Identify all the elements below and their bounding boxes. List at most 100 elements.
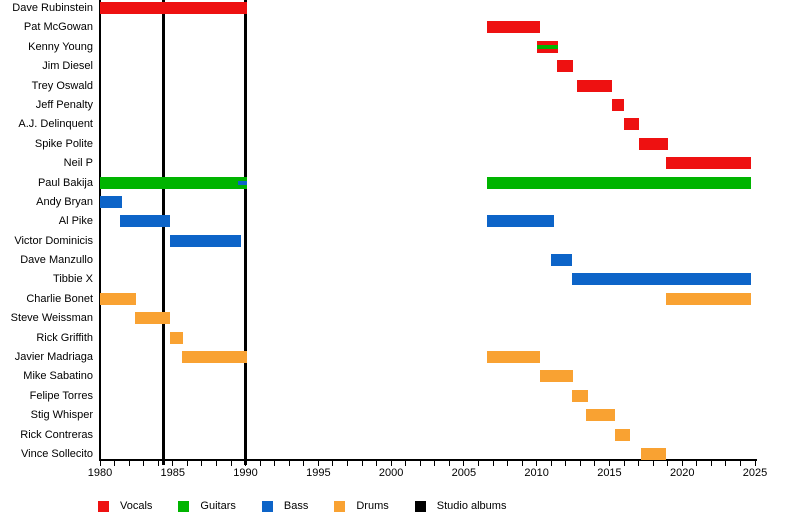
axis-tick	[608, 461, 610, 466]
timeline-bar	[539, 370, 574, 383]
timeline-bar	[571, 273, 751, 286]
axis-tick-label: 1990	[233, 467, 258, 479]
axis-tick	[536, 461, 538, 466]
member-label: Felipe Torres	[29, 389, 93, 402]
axis-tick	[507, 461, 509, 466]
studio-album-line	[161, 0, 165, 465]
legend-label: Guitars	[200, 500, 236, 512]
member-label: A.J. Delinquent	[18, 118, 93, 131]
member-label: Victor Dominicis	[14, 234, 93, 247]
axis-tick	[317, 461, 319, 466]
legend-swatch-bass	[261, 500, 273, 512]
axis-tick	[143, 461, 145, 466]
axis-tick	[623, 461, 625, 466]
axis-tick-label: 2000	[378, 467, 404, 479]
axis-tick	[361, 461, 363, 466]
timeline-bar	[134, 312, 170, 325]
axis-tick	[288, 461, 290, 466]
legend-label: Vocals	[120, 500, 153, 512]
timeline-bar	[557, 60, 574, 73]
axis-tick	[434, 461, 436, 466]
timeline-bar	[666, 157, 751, 170]
legend-swatch-studio-albums	[414, 500, 426, 512]
legend-swatch-drums	[334, 500, 346, 512]
studio-album-line	[244, 0, 248, 465]
axis-tick	[157, 461, 159, 466]
member-label: Rick Contreras	[20, 428, 93, 441]
timeline-bar	[624, 118, 639, 131]
axis-tick	[681, 461, 683, 466]
member-label: Dave Rubinstein	[12, 2, 93, 14]
timeline-bar	[577, 79, 613, 92]
axis-tick	[652, 461, 654, 466]
member-label: Tibbie X	[53, 273, 93, 286]
timeline-bar	[487, 21, 540, 34]
timeline-bar	[641, 447, 667, 460]
member-label: Andy Bryan	[36, 195, 93, 208]
axis-tick	[274, 461, 276, 466]
axis-tick	[725, 461, 727, 466]
axis-tick	[448, 461, 450, 466]
axis-tick	[463, 461, 465, 466]
member-label: Mike Sabatino	[23, 370, 93, 383]
axis-tick	[346, 461, 348, 466]
timeline-bar	[571, 389, 588, 402]
timeline-bar	[120, 215, 170, 228]
legend-item: Studio albums	[414, 500, 506, 512]
legend-item: Drums	[334, 500, 389, 512]
legend-label: Drums	[356, 500, 389, 512]
axis-tick-label: 2025	[742, 467, 768, 479]
member-label: Stig Whisper	[30, 409, 93, 422]
timeline-bar	[487, 176, 751, 189]
axis-tick	[521, 461, 523, 466]
timeline-bar	[169, 234, 242, 247]
axis-tick	[492, 461, 494, 466]
member-label: Al Pike	[58, 215, 93, 228]
axis-tick	[99, 461, 101, 466]
axis-tick	[245, 461, 247, 466]
timeline-bar	[586, 409, 616, 422]
timeline-bar	[537, 44, 559, 49]
axis-tick	[303, 461, 305, 466]
timeline-bar	[100, 292, 137, 305]
axis-tick	[215, 461, 217, 466]
x-axis-line	[99, 459, 757, 461]
axis-tick	[667, 461, 669, 466]
member-label: Neil P	[63, 157, 93, 170]
axis-tick-label: 2015	[597, 467, 622, 479]
member-label: Pat McGowan	[23, 21, 93, 34]
timeline-bar	[638, 137, 668, 150]
axis-tick	[739, 461, 741, 466]
axis-tick	[565, 461, 567, 466]
axis-tick	[419, 461, 421, 466]
axis-tick	[710, 461, 712, 466]
legend-item: Guitars	[178, 500, 236, 512]
axis-tick-label: 1995	[306, 467, 331, 479]
timeline-bar	[487, 351, 540, 364]
axis-tick	[376, 461, 378, 466]
axis-tick	[754, 461, 756, 466]
axis-tick	[172, 461, 174, 466]
axis-tick	[477, 461, 479, 466]
timeline-bar	[181, 351, 247, 364]
member-label: Trey Oswald	[31, 79, 93, 92]
axis-tick-label: 2020	[669, 467, 695, 479]
axis-tick	[201, 461, 203, 466]
legend-label: Bass	[283, 500, 309, 512]
axis-tick	[638, 461, 640, 466]
axis-tick	[186, 461, 188, 466]
member-label: Rick Griffith	[36, 331, 93, 344]
timeline-bar	[666, 292, 751, 305]
timeline-bar	[100, 2, 247, 14]
axis-tick	[579, 461, 581, 466]
member-label: Charlie Bonet	[26, 292, 93, 305]
member-label: Spike Polite	[34, 137, 93, 150]
axis-tick-label: 2010	[524, 467, 549, 479]
timeline-bar	[612, 98, 624, 111]
legend: Vocals Guitars Bass Drums Studio albums	[98, 500, 506, 512]
axis-tick-label: 1980	[87, 467, 113, 479]
member-label: Javier Madriaga	[14, 351, 93, 364]
member-label: Dave Manzullo	[20, 254, 93, 267]
axis-tick-label: 2005	[451, 467, 477, 479]
